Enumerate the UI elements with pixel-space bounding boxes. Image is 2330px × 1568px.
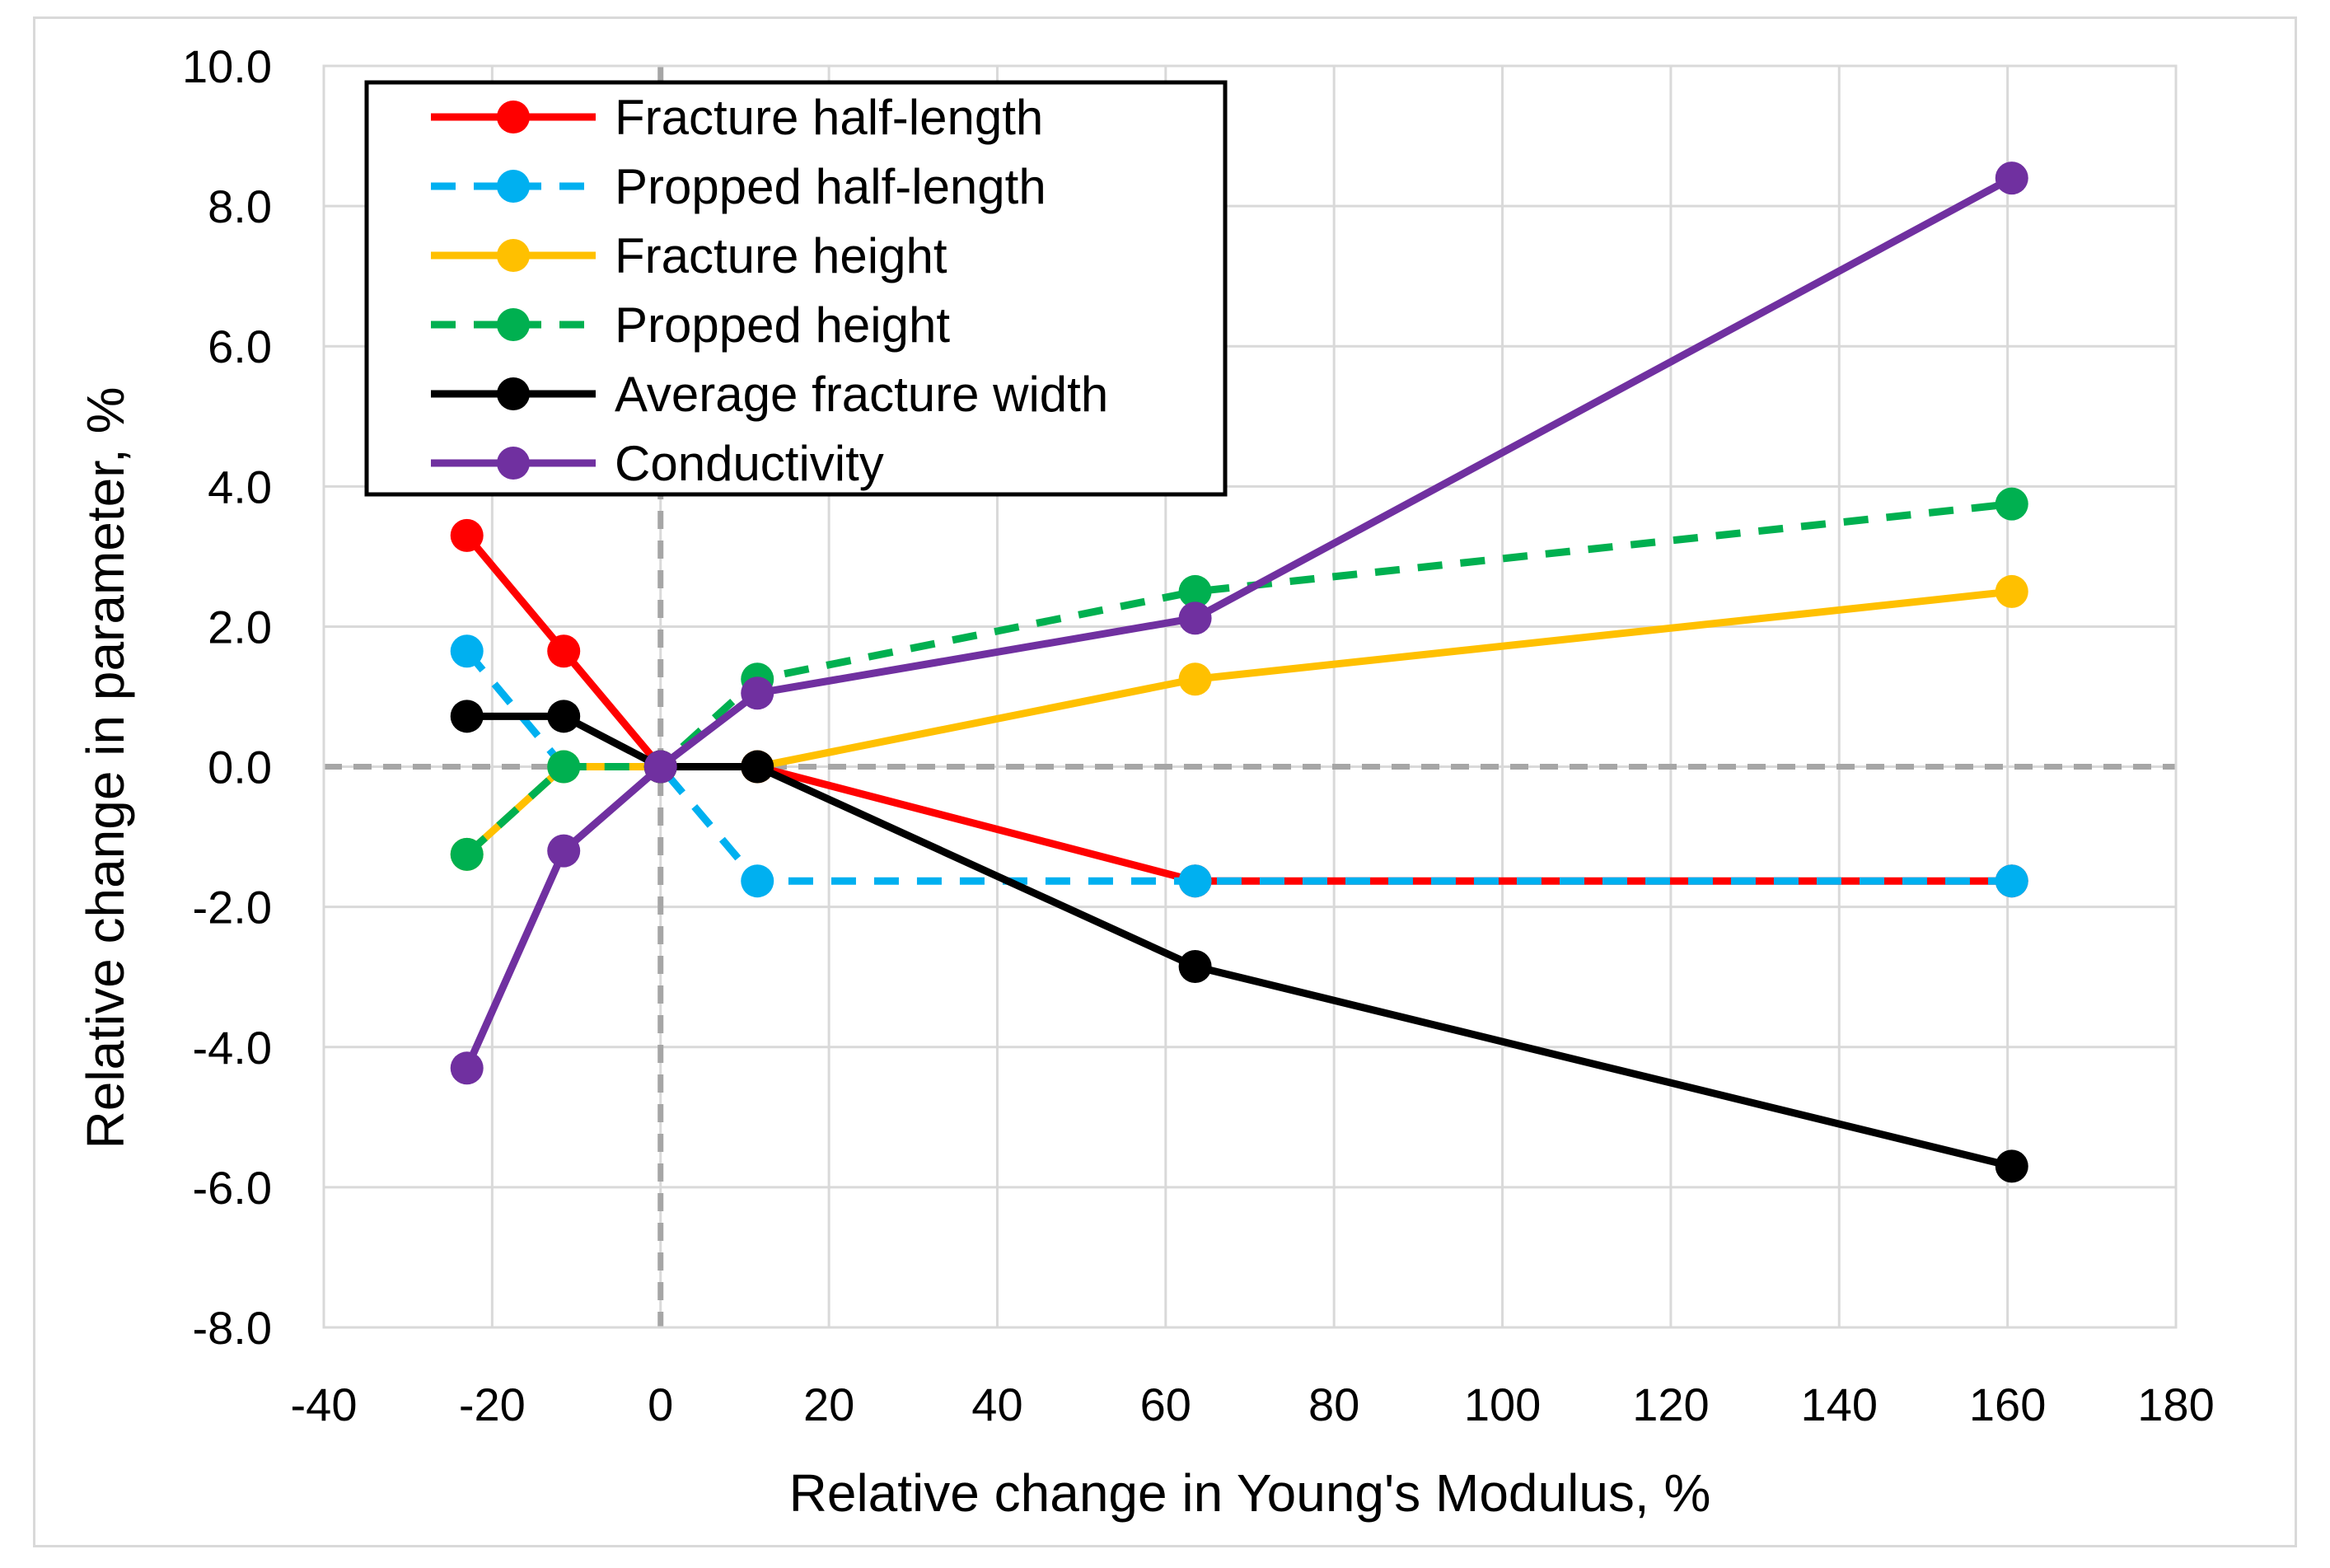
x-axis-ticks: -40 -20 0 20 40 60 80 100 120 140 160 180 <box>291 1378 2215 1430</box>
data-point-average-fracture-width <box>741 750 774 784</box>
data-point-conductivity <box>547 834 581 868</box>
plot-area-border <box>322 64 2178 1329</box>
x-tick-label: 60 <box>1140 1378 1191 1430</box>
data-point-average-fracture-width <box>450 700 484 733</box>
x-tick-label: 0 <box>648 1378 673 1430</box>
data-point-average-fracture-width <box>547 700 581 733</box>
legend-label: Conductivity <box>615 436 884 491</box>
data-point-average-fracture-width <box>1995 1149 2028 1183</box>
legend-marker <box>497 170 530 203</box>
x-tick-label: 40 <box>971 1378 1022 1430</box>
legend: Fracture half-length Propped half-length F… <box>364 80 1228 497</box>
data-point-propped-half-length <box>450 634 484 668</box>
series-line-propped-half-length <box>464 648 2012 885</box>
y-tick-label: 10.0 <box>182 40 272 92</box>
y-tick-label: 2.0 <box>208 601 272 653</box>
data-point-conductivity <box>643 750 677 784</box>
data-point-average-fracture-width <box>1178 949 1212 983</box>
data-point-propped-height <box>547 750 581 784</box>
data-point-fracture-half-length <box>547 634 581 668</box>
data-point-conductivity <box>1995 161 2028 195</box>
series-line-fracture-half-length <box>464 532 2012 885</box>
data-point-conductivity <box>741 676 774 710</box>
x-tick-label: 180 <box>2137 1378 2214 1430</box>
y-tick-label: 4.0 <box>208 461 272 513</box>
y-tick-label: -2.0 <box>193 882 273 934</box>
x-tick-label: 120 <box>1632 1378 1709 1430</box>
data-point-propped-height <box>1995 487 2028 521</box>
x-tick-label: 100 <box>1464 1378 1541 1430</box>
data-point-fracture-height <box>1178 662 1212 696</box>
y-tick-label: -4.0 <box>193 1022 273 1074</box>
x-tick-label: 80 <box>1308 1378 1359 1430</box>
data-point-conductivity <box>1178 601 1212 635</box>
legend-box <box>364 80 1228 497</box>
data-point-propped-half-length <box>741 864 774 898</box>
data-point-propped-half-length <box>1995 864 2028 898</box>
legend-marker <box>497 447 530 480</box>
data-point-fracture-height <box>1995 574 2028 608</box>
y-tick-label: 8.0 <box>208 180 272 232</box>
series-line-conductivity <box>463 175 2014 1070</box>
x-tick-label: -20 <box>459 1378 526 1430</box>
data-point-propped-height <box>450 837 484 871</box>
legend-marker <box>497 308 530 341</box>
legend-marker <box>497 377 530 410</box>
x-tick-label: 20 <box>803 1378 854 1430</box>
data-point-propped-half-length <box>1178 864 1212 898</box>
y-tick-label: 0.0 <box>208 742 272 793</box>
y-tick-label: 6.0 <box>208 321 272 372</box>
x-axis-title: Relative change in Young's Modulus, % <box>789 1463 1711 1523</box>
legend-label: Average fracture width <box>615 367 1108 422</box>
y-axis-ticks: -8.0 -6.0 -4.0 -2.0 0.0 2.0 4.0 6.0 8.0 10.0 <box>182 40 272 1354</box>
legend-label: Fracture half-length <box>615 90 1043 145</box>
series-line-average-fracture-width <box>466 712 2013 1170</box>
series-line-propped-height <box>464 500 2013 858</box>
x-tick-label: -40 <box>291 1378 358 1430</box>
y-tick-label: -6.0 <box>193 1162 273 1214</box>
legend-label: Propped half-length <box>615 159 1046 214</box>
x-tick-label: 140 <box>1801 1378 1878 1430</box>
legend-marker <box>497 101 530 133</box>
data-point-fracture-half-length <box>450 518 484 552</box>
y-axis-title: Relative change in parameter, % <box>76 387 135 1149</box>
legend-label: Fracture height <box>615 228 947 283</box>
data-point-propped-height <box>1178 574 1212 608</box>
x-tick-label: 160 <box>1969 1378 2046 1430</box>
data-point-conductivity <box>450 1051 484 1085</box>
series-group <box>450 161 2028 1183</box>
legend-label: Propped height <box>615 297 950 353</box>
y-tick-label: -8.0 <box>193 1302 273 1354</box>
legend-marker <box>497 239 530 272</box>
